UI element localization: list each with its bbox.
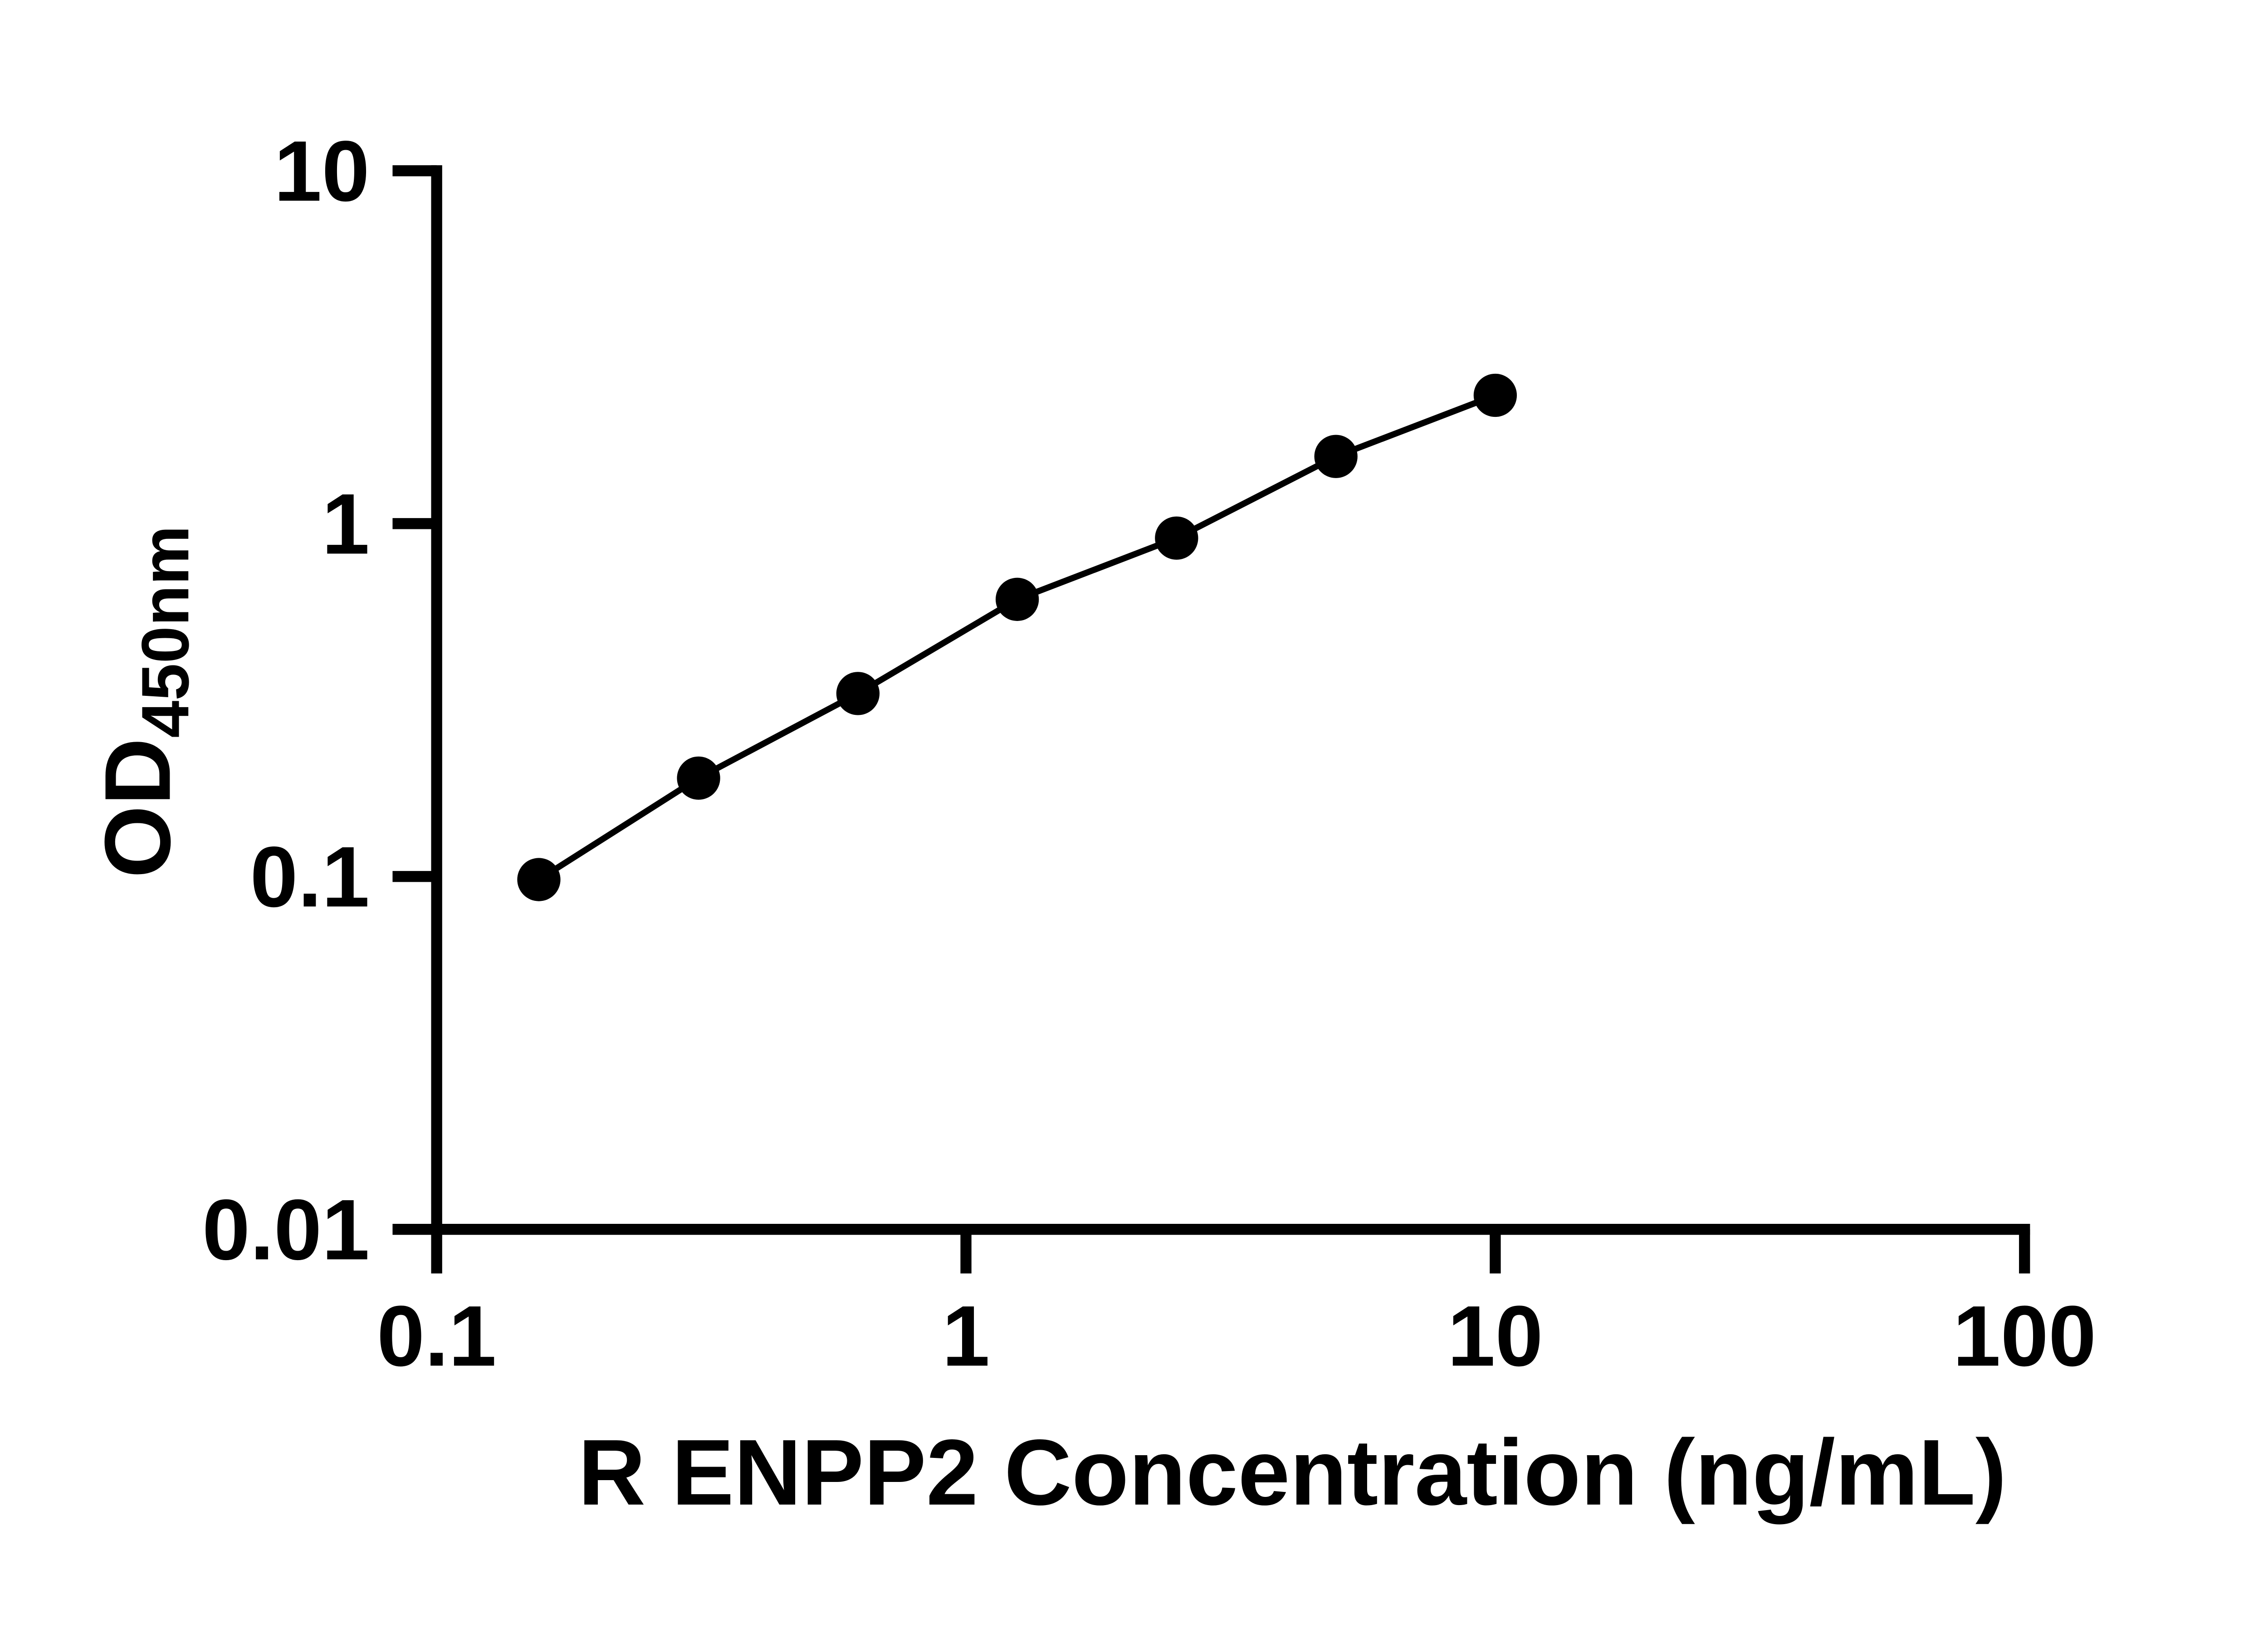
x-tick-label: 10 (1447, 1288, 1543, 1384)
y-axis-title-main: OD (85, 738, 190, 878)
x-tick-marks-group (431, 1229, 2030, 1274)
y-tick-marks-group (392, 165, 437, 1235)
y-tick-label: 10 (274, 123, 370, 220)
x-tick-label: 100 (1953, 1288, 2096, 1384)
data-point (995, 577, 1039, 621)
x-tick-labels-group: 0.1 1 10 100 (377, 1288, 2097, 1384)
y-tick-label: 1 (322, 476, 369, 572)
x-axis-title: R ENPP2 Concentration (ng/mL) (578, 1420, 2006, 1525)
data-point (1314, 435, 1358, 478)
data-points-group (517, 373, 1517, 901)
y-axis-title: OD450nm (85, 525, 203, 878)
y-tick-label: 0.1 (250, 829, 370, 925)
x-tick-label: 1 (942, 1288, 990, 1384)
y-axis-title-subscript: 450nm (128, 525, 203, 738)
data-point (836, 672, 880, 715)
x-tick-label: 0.1 (377, 1288, 497, 1384)
y-tick-label: 0.01 (202, 1182, 370, 1278)
data-point (1155, 516, 1198, 560)
data-point (517, 858, 561, 901)
y-tick-labels-group: 10 1 0.1 0.01 (202, 123, 370, 1278)
data-point (677, 756, 720, 800)
data-point (1473, 373, 1517, 417)
axes-group (431, 165, 2030, 1235)
